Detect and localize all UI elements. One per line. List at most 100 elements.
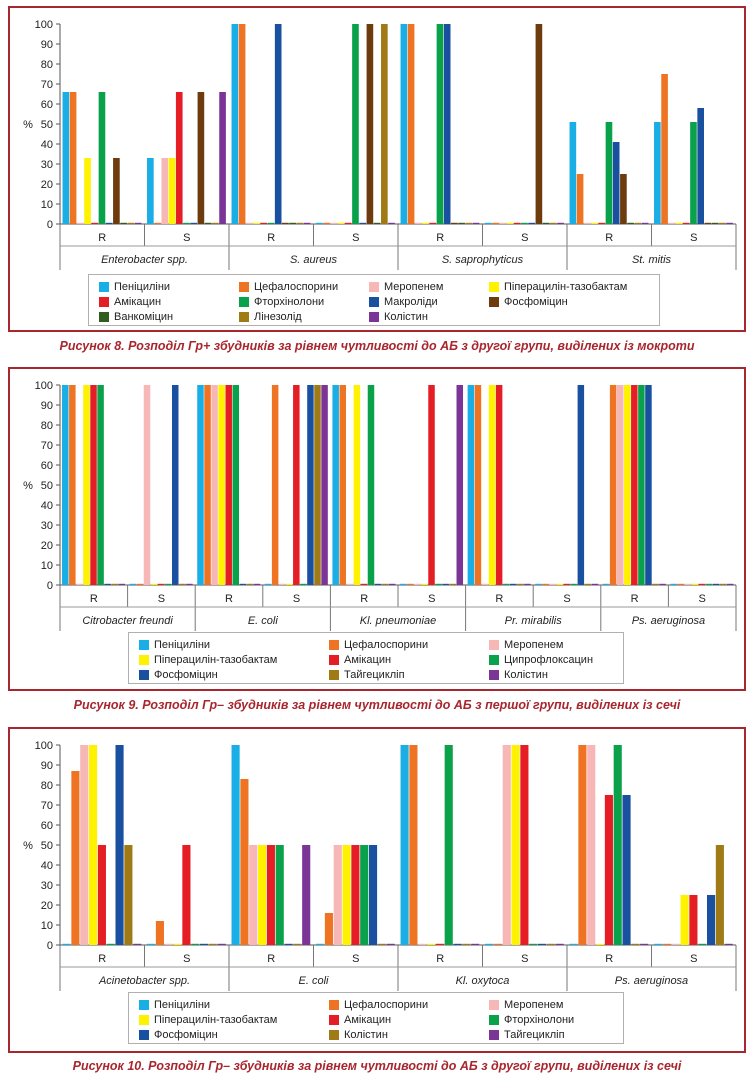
bar — [645, 385, 652, 585]
bar — [83, 385, 90, 585]
bar — [186, 583, 193, 585]
legend-swatch — [239, 297, 249, 307]
bar — [71, 771, 80, 945]
legend-swatch — [139, 1015, 149, 1025]
bar — [374, 583, 382, 585]
x-category-label: R — [225, 593, 233, 605]
legend-label: Пеніциліни — [154, 639, 211, 651]
bar — [427, 943, 436, 945]
bar — [271, 385, 279, 585]
bar — [191, 943, 200, 945]
x-category-label: S — [158, 593, 165, 605]
bar — [400, 745, 409, 945]
legend-swatch — [99, 282, 109, 292]
bar — [620, 174, 627, 224]
x-category-label: R — [98, 953, 106, 965]
bar — [400, 24, 408, 224]
bar — [521, 222, 528, 224]
series-амікацин — [90, 385, 706, 585]
bar — [612, 142, 620, 224]
legend-swatch — [489, 655, 499, 665]
bar — [576, 174, 584, 224]
bar — [104, 583, 111, 585]
x-group-label: Kl. oxytoca — [456, 975, 510, 987]
legend-figure-8: Пеніциліни Цефалоспорини Меропенем Піпераци… — [88, 274, 660, 326]
bar — [323, 222, 330, 224]
x-category-label: S — [183, 232, 190, 244]
bar-chart-figure-9: 0 10 20 30 40 50 60 70 80 90 100% R S R S R S R S R S Citroba… — [23, 380, 737, 631]
legend-swatch — [239, 312, 249, 322]
x-category-label: R — [436, 953, 444, 965]
bar — [240, 779, 249, 945]
bar — [550, 222, 557, 224]
bar — [217, 943, 226, 945]
y-tick-label: 50 — [41, 840, 53, 852]
bar — [275, 845, 284, 945]
legend-swatch — [99, 297, 109, 307]
bar — [231, 745, 240, 945]
bar — [245, 222, 253, 224]
bar — [520, 745, 529, 945]
bar — [605, 122, 613, 224]
legend-label: Фторхінолони — [254, 296, 325, 308]
bar — [624, 385, 631, 585]
legend-label: Меропенем — [384, 281, 444, 293]
bar — [115, 745, 124, 945]
bar — [435, 583, 442, 585]
series-фосфоміцин — [104, 385, 720, 585]
legend-swatch — [489, 1030, 499, 1040]
y-tick-label: 60 — [41, 820, 53, 832]
x-group-label: Enterobacter spp. — [101, 254, 188, 266]
y-tick-label: 80 — [41, 59, 53, 71]
series-фосфоміцин — [115, 745, 716, 945]
x-category-label: R — [267, 232, 275, 244]
bar — [481, 583, 489, 585]
bar — [502, 583, 510, 585]
bar — [352, 24, 359, 224]
series-лінезолід — [127, 24, 726, 224]
y-tick-label: 90 — [41, 760, 53, 772]
x-category-label: S — [690, 232, 697, 244]
bar — [485, 222, 492, 224]
bar — [449, 583, 456, 585]
bar — [609, 385, 617, 585]
bar — [150, 583, 158, 585]
y-axis-label: % — [23, 480, 33, 492]
bar — [118, 583, 126, 585]
bar — [458, 222, 465, 224]
bar — [332, 385, 339, 585]
bar — [113, 158, 120, 224]
series-амікацин — [91, 92, 690, 224]
bar — [493, 943, 502, 945]
legend-label: Фосфоміцин — [504, 296, 568, 308]
bar — [330, 222, 338, 224]
legend-label: Тайгецикліп — [504, 1029, 565, 1041]
bar — [557, 222, 564, 224]
series-пеніциліни — [62, 24, 661, 224]
y-tick-label: 40 — [41, 139, 53, 151]
y-tick-label: 0 — [47, 219, 53, 231]
bar — [302, 845, 311, 945]
bar — [602, 583, 610, 585]
figure-8-caption: Рисунок 8. Розподіл Гр+ збудників за рів… — [59, 339, 695, 353]
bar — [303, 222, 311, 224]
y-tick-label: 10 — [41, 560, 53, 572]
bar — [671, 943, 680, 945]
series-фосфоміцин — [113, 24, 712, 224]
bar — [499, 222, 507, 224]
bar — [471, 943, 480, 945]
legend-label: Піперацилін-тазобактам — [154, 654, 278, 666]
legend-label: Цефалоспорини — [344, 999, 429, 1011]
bar — [616, 385, 624, 585]
x-category-label: R — [605, 953, 613, 965]
bar — [282, 222, 289, 224]
bar — [199, 943, 209, 945]
bar — [414, 583, 421, 585]
x-category-label: R — [90, 593, 98, 605]
x-category-label: S — [352, 953, 359, 965]
bar — [691, 583, 699, 585]
bar — [197, 92, 205, 224]
x-category-label: S — [428, 593, 435, 605]
bar — [171, 385, 179, 585]
series-тайгецикліп — [133, 845, 733, 945]
